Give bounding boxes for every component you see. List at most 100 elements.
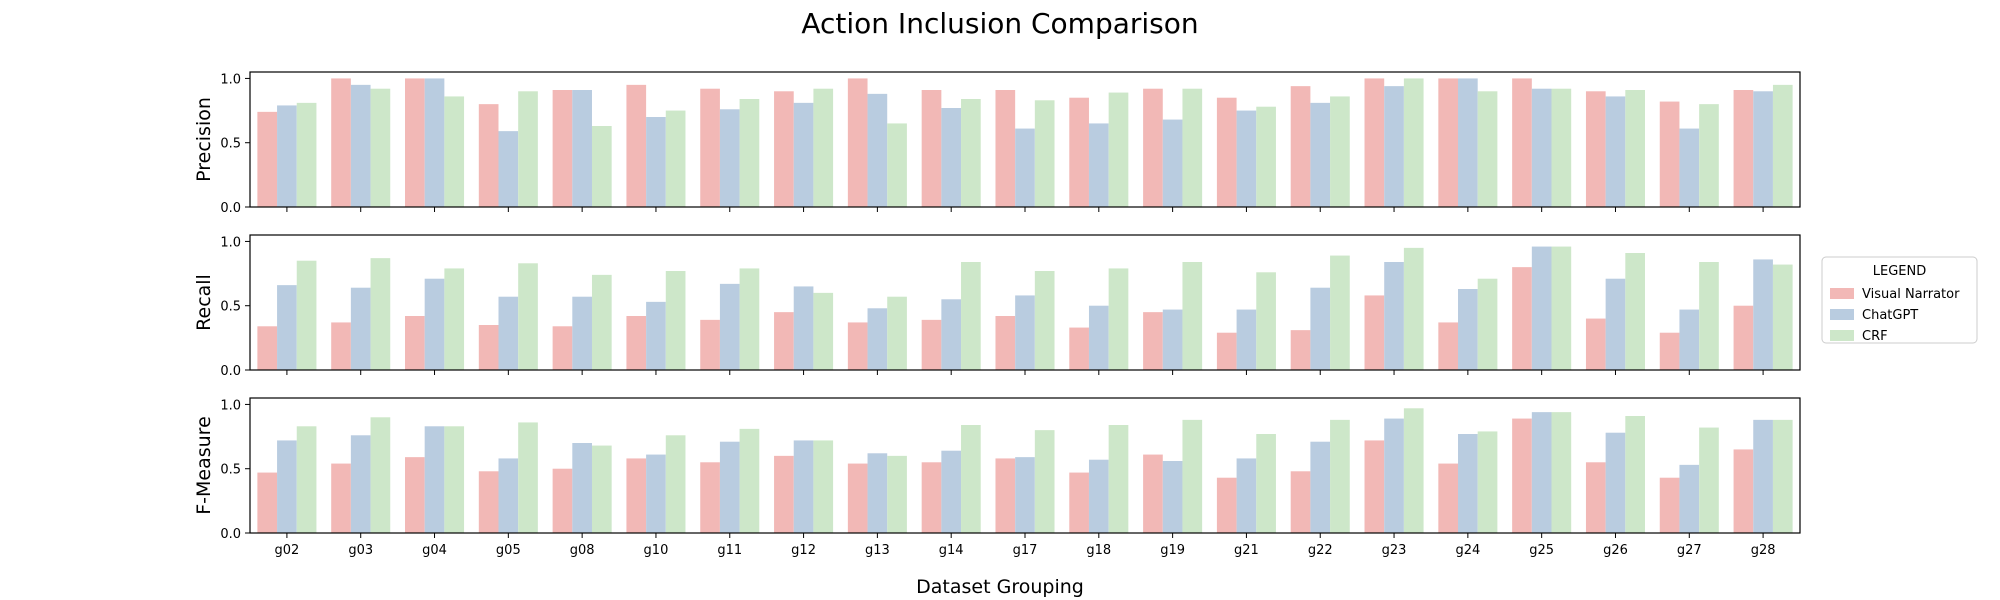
bar-recall-g10-visual-narrator	[626, 316, 647, 370]
bar-f-measure-g11-crf	[739, 428, 760, 533]
bar-f-measure-g18-chatgpt	[1088, 459, 1109, 533]
x-tick-label-g21: g21	[1234, 543, 1259, 558]
bar-f-measure-g22-visual-narrator	[1290, 471, 1311, 533]
panel-f-measure: 0.0 0.5 1.0 g02 g03 g04 g05 g08 g10 g11 g12 g13 g14 g…	[193, 397, 1801, 558]
bar-recall-g12-visual-narrator	[774, 312, 794, 370]
bar-recall-g24-visual-narrator	[1438, 322, 1459, 370]
x-tick-label-g05: g05	[496, 543, 521, 558]
bar-precision-g19-crf	[1182, 88, 1203, 207]
bar-f-measure-g19-chatgpt	[1162, 461, 1183, 533]
bar-recall-g08-crf	[591, 274, 612, 370]
bar-f-measure-g17-chatgpt	[1015, 457, 1035, 533]
bar-f-measure-g28-crf	[1772, 419, 1793, 533]
x-tick-label-g12: g12	[791, 543, 816, 558]
bar-f-measure-g21-crf	[1256, 434, 1276, 533]
bar-precision-g11-chatgpt	[719, 109, 740, 207]
bar-precision-g22-visual-narrator	[1290, 86, 1311, 207]
bar-f-measure-g27-visual-narrator	[1659, 477, 1680, 533]
bar-f-measure-g23-crf	[1403, 408, 1424, 533]
y-tick-label: 0.0	[220, 201, 241, 216]
bar-f-measure-g14-crf	[961, 425, 981, 533]
bar-f-measure-g10-visual-narrator	[626, 458, 647, 533]
bar-recall-g03-crf	[370, 258, 391, 370]
bar-f-measure-g08-crf	[591, 445, 612, 533]
bar-recall-g13-visual-narrator	[847, 322, 868, 370]
bar-f-measure-g22-crf	[1330, 419, 1350, 533]
bar-recall-g27-visual-narrator	[1659, 332, 1680, 370]
bar-precision-g08-crf	[591, 126, 612, 207]
bar-precision-g14-visual-narrator	[921, 90, 942, 207]
bar-precision-g10-visual-narrator	[626, 84, 647, 207]
bar-f-measure-g14-visual-narrator	[921, 462, 942, 533]
bar-f-measure-g13-crf	[887, 455, 907, 533]
bar-precision-g24-visual-narrator	[1438, 78, 1459, 208]
x-tick-label-g03: g03	[348, 543, 373, 558]
bar-f-measure-g26-chatgpt	[1605, 432, 1626, 533]
bar-precision-g14-chatgpt	[941, 108, 962, 207]
bar-recall-g28-crf	[1772, 264, 1793, 370]
legend-swatch-chatgpt	[1830, 309, 1854, 320]
bar-precision-g22-chatgpt	[1310, 102, 1331, 207]
bar-recall-g11-visual-narrator	[700, 319, 720, 370]
bar-precision-g08-visual-narrator	[552, 90, 573, 207]
bar-recall-g18-chatgpt	[1088, 305, 1109, 370]
y-tick-label: 1.0	[220, 72, 241, 87]
panel-precision: 0.0 0.5 1.0 Precision	[193, 71, 1801, 216]
bar-f-measure-g11-chatgpt	[719, 441, 740, 533]
bar-f-measure-g24-crf	[1477, 431, 1498, 533]
bar-f-measure-g10-chatgpt	[646, 454, 666, 533]
x-tick-label-g28: g28	[1751, 543, 1776, 558]
bar-recall-g26-crf	[1625, 253, 1645, 370]
legend-swatch-crf	[1830, 330, 1854, 341]
bar-f-measure-g02-chatgpt	[277, 440, 297, 533]
bar-precision-g18-crf	[1108, 92, 1129, 207]
bar-f-measure-g19-visual-narrator	[1143, 454, 1163, 533]
bar-precision-g04-crf	[444, 96, 465, 207]
bar-f-measure-g27-crf	[1699, 427, 1719, 533]
x-tick-label-g22: g22	[1308, 543, 1333, 558]
bar-precision-g10-crf	[665, 110, 686, 207]
bar-f-measure-g17-visual-narrator	[995, 458, 1016, 533]
bar-precision-g02-visual-narrator	[257, 111, 278, 207]
bar-recall-g03-visual-narrator	[331, 322, 351, 370]
bar-precision-g18-visual-narrator	[1069, 97, 1089, 207]
bar-precision-g25-chatgpt	[1531, 88, 1552, 207]
bar-precision-g21-visual-narrator	[1216, 97, 1237, 207]
bar-recall-g28-visual-narrator	[1733, 305, 1754, 370]
bar-precision-g26-chatgpt	[1605, 96, 1626, 207]
bar-f-measure-g14-chatgpt	[941, 450, 962, 533]
bar-f-measure-g24-chatgpt	[1458, 434, 1478, 533]
bar-recall-g18-crf	[1108, 268, 1129, 370]
bar-precision-g26-crf	[1625, 90, 1645, 207]
bar-f-measure-g18-visual-narrator	[1069, 472, 1089, 533]
x-tick-label-g23: g23	[1382, 543, 1407, 558]
bar-precision-g24-chatgpt	[1458, 78, 1478, 208]
bar-recall-g13-chatgpt	[867, 308, 888, 370]
x-tick-label-g08: g08	[570, 543, 595, 558]
bar-f-measure-g26-visual-narrator	[1585, 462, 1606, 533]
y-axis-label-recall: Recall	[193, 274, 215, 331]
bar-recall-g25-crf	[1551, 246, 1572, 370]
legend-frame	[1821, 256, 1978, 344]
y-tick-label: 0.5	[220, 463, 241, 478]
bar-f-measure-g03-visual-narrator	[331, 463, 351, 533]
bar-f-measure-g25-visual-narrator	[1512, 418, 1532, 533]
bar-recall-g17-visual-narrator	[995, 316, 1016, 370]
chart-panels: 0.0 0.5 1.0 Precision 0.0 0.5 1.0 Recall 0.0 0.5 1…	[193, 71, 1801, 558]
x-tick-label-g14: g14	[939, 543, 964, 558]
panel-recall: 0.0 0.5 1.0 Recall	[193, 234, 1801, 379]
bar-precision-g21-crf	[1256, 106, 1276, 207]
bar-precision-g12-crf	[813, 88, 834, 207]
bar-recall-g05-chatgpt	[498, 296, 519, 370]
bar-recall-g14-visual-narrator	[921, 319, 942, 370]
bar-f-measure-g28-chatgpt	[1753, 419, 1773, 533]
bar-f-measure-g18-crf	[1108, 425, 1129, 533]
x-tick-label-g19: g19	[1160, 543, 1185, 558]
bar-f-measure-g28-visual-narrator	[1733, 449, 1754, 533]
bar-precision-g17-visual-narrator	[995, 90, 1016, 207]
bar-precision-g25-visual-narrator	[1512, 78, 1532, 208]
bar-recall-g21-crf	[1256, 272, 1276, 370]
bar-recall-g11-chatgpt	[719, 283, 740, 370]
bar-precision-g02-crf	[296, 102, 317, 207]
